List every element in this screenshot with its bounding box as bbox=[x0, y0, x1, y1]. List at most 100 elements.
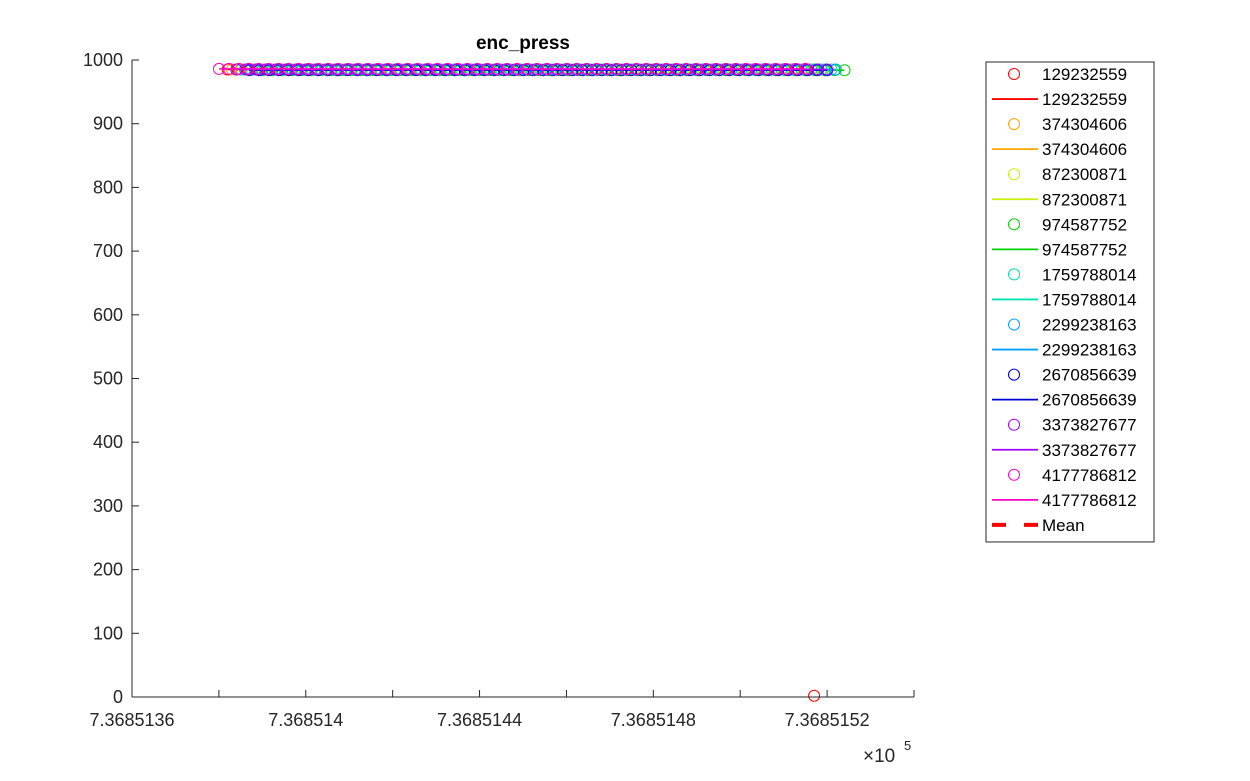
legend-entry: 374304606 bbox=[1042, 115, 1127, 134]
data-point bbox=[719, 62, 732, 75]
data-point bbox=[680, 62, 693, 75]
data-point bbox=[660, 62, 673, 75]
data-point bbox=[580, 62, 593, 75]
x-tick-label: 7.368514 bbox=[268, 710, 343, 730]
data-point bbox=[511, 62, 524, 75]
legend-entry: 3373827677 bbox=[1042, 441, 1137, 460]
data-point bbox=[699, 62, 712, 75]
data-point bbox=[242, 62, 255, 75]
data-point bbox=[222, 62, 235, 75]
data-point bbox=[779, 62, 792, 75]
y-tick-label: 100 bbox=[93, 623, 123, 643]
legend-entry: 2670856639 bbox=[1042, 391, 1137, 410]
data-point bbox=[530, 62, 543, 75]
data-point bbox=[312, 62, 325, 75]
y-tick-label: 400 bbox=[93, 432, 123, 452]
data-point bbox=[709, 62, 722, 75]
data-point bbox=[759, 62, 772, 75]
y-tick-label: 700 bbox=[93, 241, 123, 261]
legend-entry: 2670856639 bbox=[1042, 366, 1137, 385]
legend-entry: 1759788014 bbox=[1042, 265, 1137, 284]
legend-marker bbox=[1008, 68, 1020, 80]
x-tick-label: 7.3685136 bbox=[89, 710, 174, 730]
data-point bbox=[811, 63, 824, 76]
legend-entry: 872300871 bbox=[1042, 190, 1127, 209]
data-point bbox=[232, 62, 245, 75]
data-point bbox=[282, 62, 295, 75]
y-tick-label: 300 bbox=[93, 496, 123, 516]
legend-entry: 129232559 bbox=[1042, 65, 1127, 84]
data-point bbox=[481, 62, 494, 75]
data-point bbox=[570, 62, 583, 75]
legend-marker bbox=[1008, 268, 1020, 281]
x-scale-factor-exponent: 5 bbox=[904, 738, 911, 753]
y-tick-label: 800 bbox=[93, 177, 123, 197]
axes: 7.3685136 7.368514 7.3685144 7.3685148 7.368… bbox=[83, 50, 915, 730]
data-point bbox=[838, 64, 851, 77]
data-point bbox=[381, 62, 394, 75]
legend-entry: 872300871 bbox=[1042, 165, 1127, 184]
legend-entry: 3373827677 bbox=[1042, 416, 1137, 435]
legend-marker bbox=[1008, 218, 1020, 231]
data-point bbox=[521, 62, 534, 75]
x-tick-label: 7.3685152 bbox=[785, 710, 870, 730]
y-tick-label: 0 bbox=[113, 687, 123, 707]
data-point bbox=[411, 62, 424, 75]
data-point bbox=[332, 62, 345, 75]
legend-entry: Mean bbox=[1042, 516, 1085, 535]
legend-marker bbox=[1008, 118, 1020, 131]
y-tick-label: 200 bbox=[93, 560, 123, 580]
data-point bbox=[352, 62, 365, 75]
legend-marker bbox=[1008, 418, 1020, 431]
data-point bbox=[431, 62, 444, 75]
data-point bbox=[769, 62, 782, 75]
y-tick-label: 900 bbox=[93, 114, 123, 134]
data-point bbox=[401, 62, 414, 75]
y-tick-label: 1000 bbox=[83, 50, 123, 70]
data-point bbox=[342, 62, 355, 75]
data-point bbox=[590, 62, 603, 75]
data-point bbox=[252, 62, 265, 75]
data-point bbox=[821, 63, 834, 76]
data-point bbox=[262, 62, 275, 75]
data-point bbox=[451, 62, 464, 75]
data-point bbox=[212, 62, 225, 75]
data-point bbox=[739, 62, 752, 75]
data-point bbox=[690, 62, 703, 75]
data-point bbox=[560, 62, 573, 75]
data-point bbox=[789, 62, 802, 75]
data-point bbox=[650, 62, 663, 75]
legend-entry: 374304606 bbox=[1042, 140, 1127, 159]
data-point bbox=[829, 63, 842, 76]
data-point bbox=[640, 62, 653, 75]
data-point bbox=[391, 62, 404, 75]
x-tick-label: 7.3685144 bbox=[437, 710, 522, 730]
legend: 129232559 129232559 374304606 374304606 8723… bbox=[985, 61, 1155, 543]
legend-marker bbox=[1008, 468, 1020, 481]
legend-entry: 2299238163 bbox=[1042, 316, 1137, 335]
x-tick-label: 7.3685148 bbox=[611, 710, 696, 730]
data-point bbox=[620, 62, 633, 75]
data-point bbox=[322, 62, 335, 75]
legend-entry: 129232559 bbox=[1042, 90, 1127, 109]
data-point bbox=[600, 62, 613, 75]
data-point bbox=[540, 62, 553, 75]
legend-marker bbox=[1008, 318, 1020, 331]
data-point bbox=[371, 62, 384, 75]
data-point bbox=[292, 62, 305, 75]
data-point bbox=[461, 62, 474, 75]
y-tick-label: 600 bbox=[93, 305, 123, 325]
data-point bbox=[361, 62, 374, 75]
legend-marker bbox=[1008, 368, 1020, 381]
legend-marker bbox=[1008, 168, 1020, 181]
x-scale-factor-label: ×10 bbox=[863, 746, 895, 767]
legend-entry: 974587752 bbox=[1042, 215, 1127, 234]
plot-area bbox=[212, 62, 851, 702]
data-point bbox=[630, 62, 643, 75]
data-point bbox=[272, 62, 285, 75]
chart-title: enc_press bbox=[476, 33, 570, 54]
data-point bbox=[501, 62, 514, 75]
series-group bbox=[212, 62, 812, 75]
legend-entry: 2299238163 bbox=[1042, 341, 1137, 360]
